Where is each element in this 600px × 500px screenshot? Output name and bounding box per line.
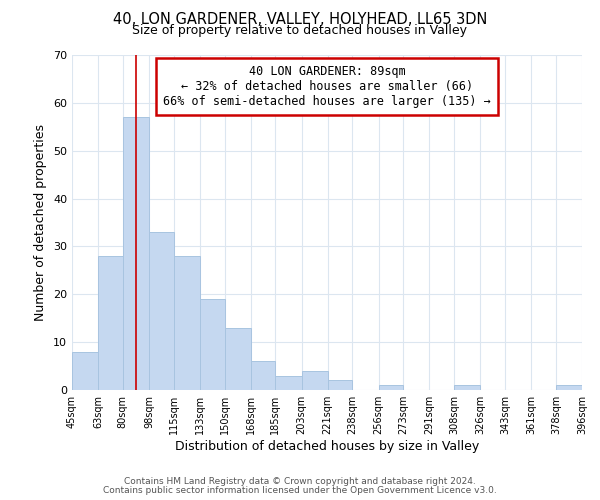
Text: 40 LON GARDENER: 89sqm
← 32% of detached houses are smaller (66)
66% of semi-det: 40 LON GARDENER: 89sqm ← 32% of detached… — [163, 65, 491, 108]
Y-axis label: Number of detached properties: Number of detached properties — [34, 124, 47, 321]
Text: 40, LON GARDENER, VALLEY, HOLYHEAD, LL65 3DN: 40, LON GARDENER, VALLEY, HOLYHEAD, LL65… — [113, 12, 487, 28]
Bar — [224, 328, 251, 390]
Bar — [200, 299, 224, 390]
Bar — [328, 380, 352, 390]
Bar — [454, 385, 480, 390]
Bar — [149, 232, 174, 390]
X-axis label: Distribution of detached houses by size in Valley: Distribution of detached houses by size … — [175, 440, 479, 453]
Bar — [556, 385, 582, 390]
Bar — [72, 352, 98, 390]
Bar — [174, 256, 200, 390]
Bar — [251, 362, 275, 390]
Bar — [302, 371, 328, 390]
Bar — [379, 385, 403, 390]
Text: Contains HM Land Registry data © Crown copyright and database right 2024.: Contains HM Land Registry data © Crown c… — [124, 477, 476, 486]
Bar — [123, 117, 149, 390]
Text: Size of property relative to detached houses in Valley: Size of property relative to detached ho… — [133, 24, 467, 37]
Bar — [275, 376, 302, 390]
Text: Contains public sector information licensed under the Open Government Licence v3: Contains public sector information licen… — [103, 486, 497, 495]
Bar — [98, 256, 123, 390]
